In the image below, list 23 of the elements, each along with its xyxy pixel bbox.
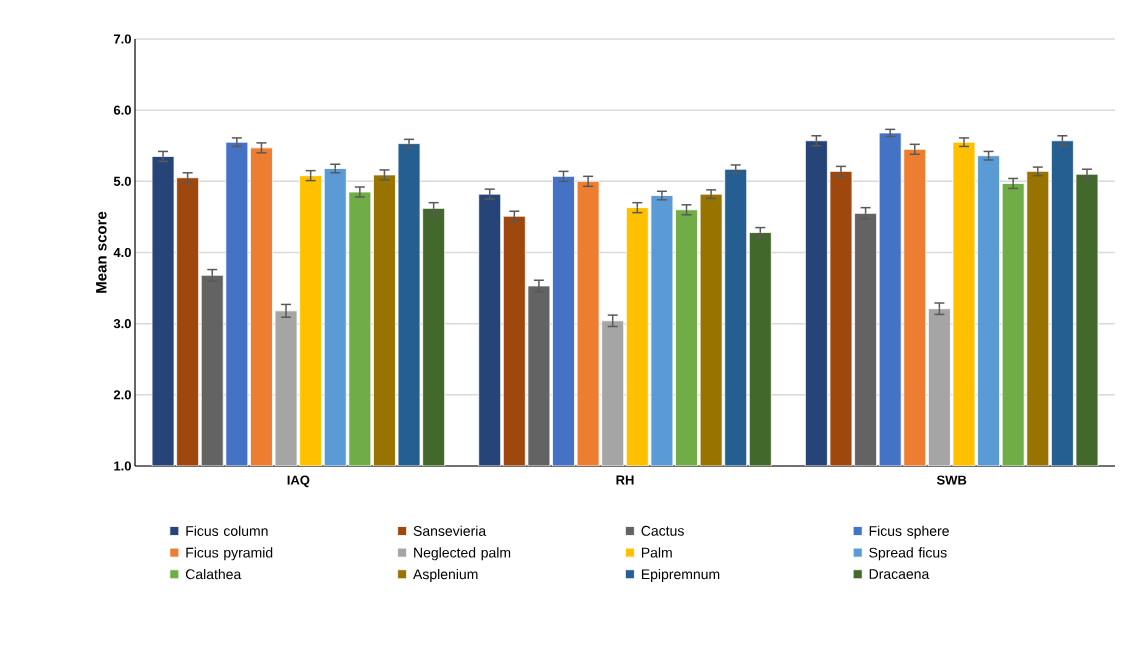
y-tick-label: 6.0 — [113, 105, 131, 115]
legend-label: Ficus column — [186, 525, 268, 536]
y-tick-label: 5.0 — [113, 176, 131, 186]
x-tick-label: RH — [616, 475, 634, 485]
legend-label: Sansevieria — [413, 525, 487, 536]
legend-label: Calathea — [185, 568, 242, 580]
legend-label: Palm — [641, 547, 672, 558]
legend-label: Epipremnum — [641, 568, 720, 582]
legend-label: Spread ficus — [869, 547, 947, 561]
y-tick-label: 7.0 — [113, 34, 131, 44]
x-tick-label: SWB — [936, 475, 967, 485]
legend-label: Dracaena — [869, 569, 930, 579]
legend-label: Neglected palm — [414, 547, 511, 561]
y-axis-title: Mean score — [96, 211, 107, 293]
legend-label: Ficus pyramid — [186, 547, 273, 561]
x-tick-label: IAQ — [287, 475, 310, 488]
legend-label: Ficus sphere — [869, 525, 949, 539]
legend-label: Asplenium — [413, 568, 478, 582]
y-tick-label: 3.0 — [113, 319, 131, 329]
legend-label: Cactus — [641, 525, 684, 536]
y-tick-label: 2.0 — [113, 390, 131, 400]
y-tick-label: 4.0 — [113, 247, 131, 258]
y-tick-label: 1.0 — [114, 461, 131, 471]
